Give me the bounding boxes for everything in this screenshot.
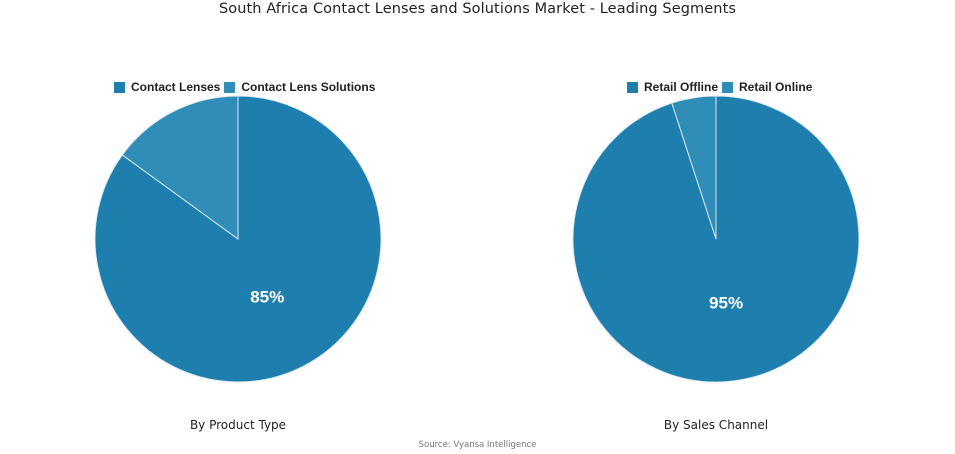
legend-item-retail-offline[interactable]: Retail Offline bbox=[627, 80, 718, 94]
legend-swatch-icon bbox=[627, 81, 638, 93]
legend-item-contact-lenses[interactable]: Contact Lenses bbox=[114, 80, 220, 94]
pie-product-type: 85% bbox=[94, 95, 382, 383]
legend-item-contact-lens-solutions[interactable]: Contact Lens Solutions bbox=[224, 80, 375, 94]
data-label: 95% bbox=[709, 294, 743, 313]
legend-label: Retail Online bbox=[739, 80, 813, 94]
legend-sales-channel: Retail Offline Retail Online bbox=[627, 80, 816, 94]
data-label: 85% bbox=[250, 287, 284, 306]
legend-item-retail-online[interactable]: Retail Online bbox=[722, 80, 812, 94]
pie-slice-retail-online[interactable] bbox=[671, 95, 717, 240]
legend-label: Retail Offline bbox=[644, 80, 719, 94]
legend-label: Contact Lens Solutions bbox=[241, 80, 376, 94]
legend-swatch-icon bbox=[722, 81, 734, 93]
legend-swatch-icon bbox=[224, 81, 236, 93]
chart-title: South Africa Contact Lenses and Solution… bbox=[218, 1, 737, 17]
pie-slice-contact-lenses[interactable] bbox=[94, 95, 382, 383]
legend-label: Contact Lenses bbox=[131, 80, 221, 94]
legend-swatch-icon bbox=[114, 81, 125, 93]
pie-sales-channel: 95% bbox=[572, 95, 860, 383]
caption-sales-channel: By Sales Channel bbox=[663, 418, 769, 432]
pie-slice-contact-lens-solutions[interactable] bbox=[121, 95, 239, 240]
source-note: Source: Vyansa Intelligence bbox=[418, 440, 537, 450]
caption-product-type: By Product Type bbox=[189, 418, 287, 432]
legend-product-type: Contact Lenses Contact Lens Solutions bbox=[114, 80, 379, 94]
